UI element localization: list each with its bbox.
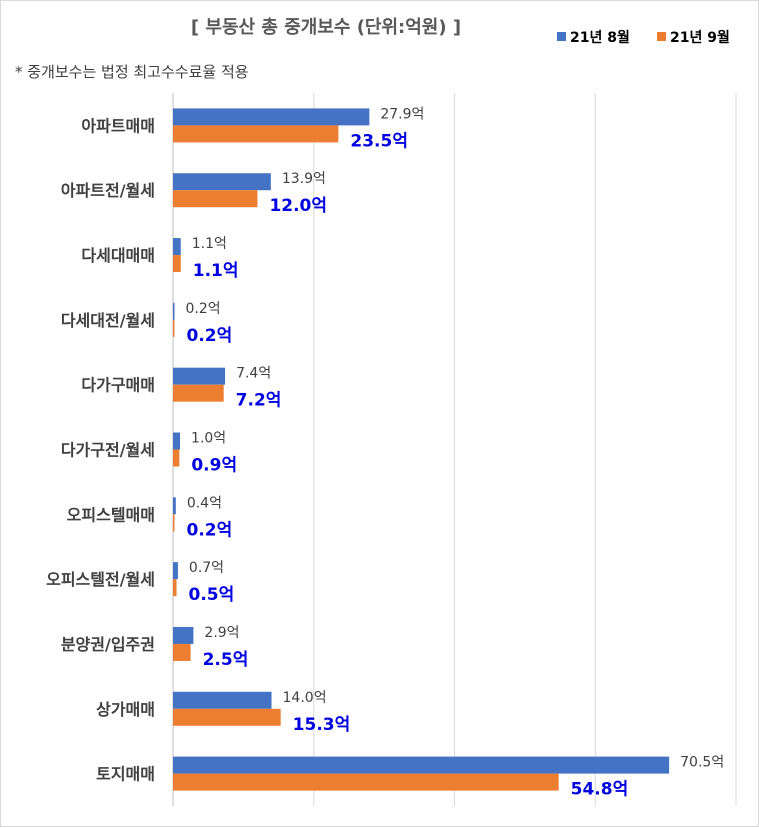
bar-aug (173, 626, 194, 644)
bar-aug (173, 173, 271, 191)
category-label: 다가구전/월세 (61, 441, 155, 460)
data-label-sep: 1.1억 (193, 261, 239, 281)
bar-aug (173, 756, 670, 774)
data-label-aug: 7.4억 (236, 366, 271, 382)
chart-title: [ 부동산 총 중개보수 (단위:억원) ] (191, 17, 461, 38)
category-label: 다가구매매 (81, 376, 155, 395)
category-label: 다세대전/월세 (61, 311, 155, 330)
gridlines (172, 93, 737, 806)
legend-label: 21년 8월 (570, 29, 630, 46)
bar-sep (173, 449, 180, 467)
data-label-sep: 0.2억 (187, 520, 233, 540)
bar-aug (173, 497, 176, 515)
bar-aug (173, 432, 181, 450)
category-label: 분양권/입주권 (61, 635, 155, 654)
legend-swatch (557, 32, 566, 41)
legend-swatch (657, 32, 666, 41)
data-label-sep: 12.0억 (269, 196, 327, 216)
bar-sep (173, 579, 177, 597)
category-label: 다세대매매 (81, 246, 155, 265)
category-label: 토지매매 (96, 765, 155, 784)
data-label-aug: 70.5억 (680, 755, 724, 771)
data-label-sep: 2.5억 (203, 650, 249, 670)
data-label-sep: 0.2억 (187, 326, 233, 346)
data-label-aug: 1.0억 (191, 431, 226, 447)
bar-sep (173, 384, 224, 402)
bar-sep (173, 125, 339, 143)
category-label: 아파트매매 (81, 116, 155, 135)
bar-sep (173, 514, 175, 532)
category-label: 아파트전/월세 (61, 181, 155, 200)
bar-aug (173, 108, 370, 126)
data-label-aug: 14.0억 (283, 690, 327, 706)
category-label: 오피스텔전/월세 (46, 570, 155, 589)
legend-label: 21년 9월 (670, 29, 730, 46)
data-labels: 27.9억 23.5억 13.9억 12.0억 1.1억 1.1억 0.2억 0.2억 7.4억… (186, 106, 725, 799)
bar-aug (173, 367, 226, 385)
bar-sep (173, 255, 181, 273)
data-label-aug: 0.7억 (189, 560, 224, 576)
chart-note: * 중개보수는 법정 최고수수료율 적용 (15, 63, 249, 81)
bar-aug (173, 302, 175, 320)
data-label-sep: 7.2억 (236, 391, 282, 411)
bar-sep (173, 643, 191, 661)
data-label-aug: 2.9억 (204, 625, 239, 641)
bar-sep (173, 319, 175, 337)
bar-sep (173, 190, 258, 208)
bar-aug (173, 562, 178, 580)
category-labels: 아파트매매아파트전/월세다세대매매다세대전/월세다가구매매다가구전/월세오피스텔… (46, 116, 155, 783)
data-label-aug: 1.1억 (192, 236, 227, 252)
data-label-aug: 0.4억 (187, 495, 222, 511)
data-label-sep: 0.5억 (189, 585, 235, 605)
legend: 21년 8월 21년 9월 (557, 29, 730, 46)
bar-aug (173, 238, 181, 256)
data-label-aug: 0.2억 (186, 301, 221, 317)
bar-aug (173, 691, 272, 709)
bar-sep (173, 708, 281, 726)
data-label-aug: 13.9억 (282, 171, 326, 187)
bars (173, 108, 670, 791)
data-label-sep: 23.5억 (350, 131, 408, 151)
data-label-sep: 15.3억 (293, 715, 351, 735)
data-label-aug: 27.9억 (380, 106, 424, 122)
data-label-sep: 54.8억 (571, 780, 629, 800)
category-label: 상가매매 (96, 700, 155, 719)
bar-sep (173, 773, 559, 791)
data-label-sep: 0.9억 (191, 456, 237, 476)
category-label: 오피스텔매매 (67, 505, 155, 524)
